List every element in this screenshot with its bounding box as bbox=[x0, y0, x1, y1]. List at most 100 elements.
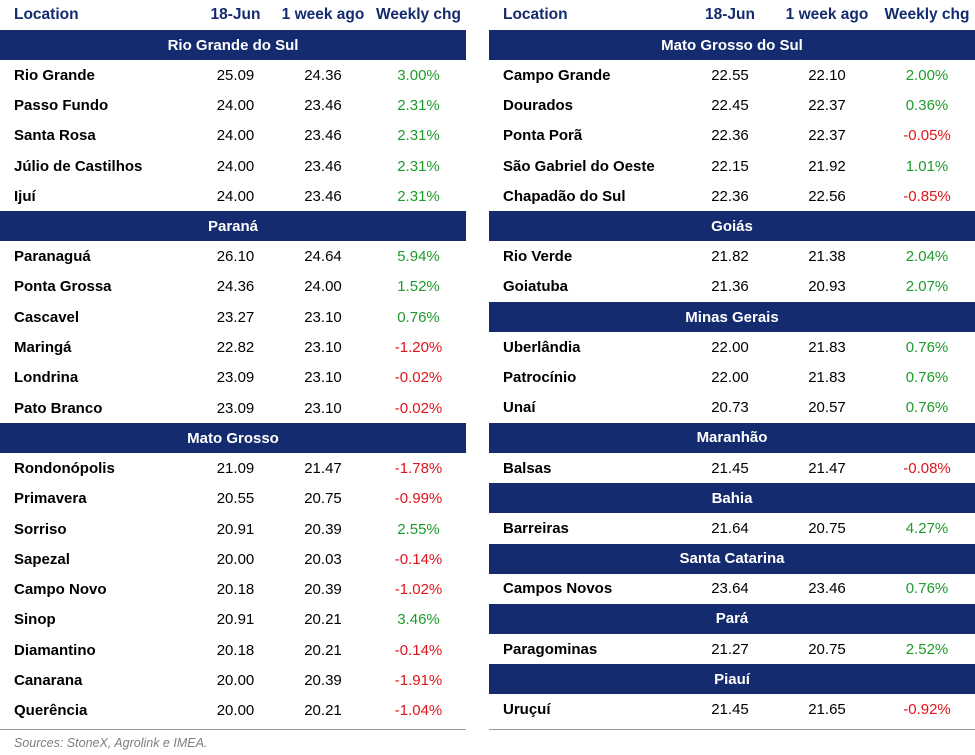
prior-price-cell: 20.39 bbox=[304, 671, 342, 689]
table-row: Sapezal 20.00 20.03 -0.14% bbox=[0, 544, 466, 574]
table-row: Ponta Porã 22.36 22.37 -0.05% bbox=[489, 121, 975, 151]
current-price-cell: 20.73 bbox=[711, 399, 749, 417]
prior-price-cell: 23.46 bbox=[304, 187, 342, 205]
table-row: Passo Fundo 24.00 23.46 2.31% bbox=[0, 90, 466, 120]
weekly-change-cell: -1.04% bbox=[394, 702, 443, 720]
location-cell: Ponta Grossa bbox=[14, 278, 112, 296]
table-row: Dourados 22.45 22.37 0.36% bbox=[489, 90, 975, 120]
prior-price-cell: 20.75 bbox=[808, 519, 846, 537]
current-price-cell: 22.45 bbox=[711, 96, 749, 114]
current-price-cell: 21.82 bbox=[711, 248, 749, 266]
weekly-change-cell: -0.92% bbox=[903, 700, 951, 718]
prior-price-cell: 21.38 bbox=[808, 248, 846, 266]
prior-price-cell: 20.21 bbox=[304, 702, 342, 720]
location-cell: Campo Grande bbox=[503, 66, 611, 84]
current-price-cell: 22.36 bbox=[711, 187, 749, 205]
prior-price-cell: 24.00 bbox=[304, 278, 342, 296]
weekly-change-cell: 2.52% bbox=[905, 640, 949, 658]
current-price-cell: 22.36 bbox=[711, 127, 749, 145]
weekly-change-cell: 2.00% bbox=[905, 66, 949, 84]
location-cell: Londrina bbox=[14, 369, 79, 387]
weekly-change-cell: 0.76% bbox=[905, 369, 949, 387]
header-current-date: 18-Jun bbox=[210, 6, 261, 23]
current-price-cell: 22.15 bbox=[711, 157, 749, 175]
table-row: Ijuí 24.00 23.46 2.31% bbox=[0, 181, 466, 211]
current-price-cell: 24.36 bbox=[216, 278, 255, 296]
table-row: Campos Novos 23.64 23.46 0.76% bbox=[489, 574, 975, 604]
location-cell: Balsas bbox=[503, 459, 552, 477]
header-weekly-change: Weekly chg bbox=[884, 6, 970, 23]
location-cell: Paranaguá bbox=[14, 248, 91, 266]
table-row: Uruçuí 21.45 21.65 -0.92% bbox=[489, 694, 975, 724]
header-one-week-ago: 1 week ago bbox=[785, 6, 869, 23]
prior-price-cell: 21.65 bbox=[808, 700, 846, 718]
table-row: Rondonópolis 21.09 21.47 -1.78% bbox=[0, 453, 466, 483]
prior-price-cell: 22.37 bbox=[808, 96, 846, 114]
prior-price-cell: 21.47 bbox=[808, 459, 846, 477]
weekly-change-cell: 2.31% bbox=[397, 157, 440, 175]
location-cell: Goiatuba bbox=[503, 278, 569, 296]
prior-price-cell: 23.10 bbox=[304, 369, 342, 387]
left-header-row: Location 18-Jun 1 week ago Weekly chg bbox=[0, 0, 466, 30]
weekly-change-cell: 2.31% bbox=[397, 187, 440, 205]
weekly-change-cell: -0.02% bbox=[394, 369, 443, 387]
table-row: Pato Branco 23.09 23.10 -0.02% bbox=[0, 393, 466, 423]
location-cell: Sorriso bbox=[14, 520, 67, 538]
location-cell: Patrocínio bbox=[503, 369, 577, 387]
prior-price-cell: 22.56 bbox=[808, 187, 846, 205]
current-price-cell: 24.00 bbox=[216, 157, 255, 175]
table-row: Barreiras 21.64 20.75 4.27% bbox=[489, 513, 975, 543]
left-table-body: Rio Grande do Sul Rio Grande 25.09 24.36 3.0… bbox=[0, 30, 466, 726]
weekly-change-cell: -0.02% bbox=[394, 399, 443, 417]
right-header-row: Location 18-Jun 1 week ago Weekly chg bbox=[489, 0, 975, 30]
current-price-cell: 22.00 bbox=[711, 369, 749, 387]
table-row: Ponta Grossa 24.36 24.00 1.52% bbox=[0, 272, 466, 302]
current-price-cell: 21.36 bbox=[711, 278, 749, 296]
prior-price-cell: 23.46 bbox=[304, 157, 342, 175]
location-cell: Barreiras bbox=[503, 519, 569, 537]
prior-price-cell: 23.46 bbox=[304, 96, 342, 114]
current-price-cell: 22.00 bbox=[711, 338, 749, 356]
current-price-cell: 24.00 bbox=[216, 127, 255, 145]
weekly-change-cell: -1.20% bbox=[394, 339, 443, 357]
left-price-table: Location 18-Jun 1 week ago Weekly chg Ri… bbox=[0, 0, 466, 726]
weekly-change-cell: -0.14% bbox=[394, 641, 443, 659]
right-bottom-rule bbox=[489, 729, 975, 730]
current-price-cell: 23.09 bbox=[216, 369, 255, 387]
current-price-cell: 20.55 bbox=[216, 490, 255, 508]
location-cell: Campo Novo bbox=[14, 581, 107, 599]
prior-price-cell: 21.47 bbox=[304, 459, 342, 477]
prior-price-cell: 23.10 bbox=[304, 399, 342, 417]
location-cell: Canarana bbox=[14, 671, 83, 689]
prior-price-cell: 20.39 bbox=[304, 581, 342, 599]
region-header: Maranhão bbox=[489, 422, 975, 453]
location-cell: Santa Rosa bbox=[14, 127, 96, 145]
header-one-week-ago: 1 week ago bbox=[281, 6, 365, 23]
table-row: Diamantino 20.18 20.21 -0.14% bbox=[0, 635, 466, 665]
current-price-cell: 21.45 bbox=[711, 459, 749, 477]
prior-price-cell: 23.46 bbox=[304, 127, 342, 145]
table-row: Paragominas 21.27 20.75 2.52% bbox=[489, 634, 975, 664]
weekly-change-cell: -1.78% bbox=[394, 459, 443, 477]
prior-price-cell: 23.10 bbox=[304, 339, 342, 357]
header-current-date: 18-Jun bbox=[705, 6, 755, 23]
prior-price-cell: 22.37 bbox=[808, 127, 846, 145]
weekly-change-cell: 2.55% bbox=[397, 520, 440, 538]
current-price-cell: 21.64 bbox=[711, 519, 749, 537]
prior-price-cell: 23.46 bbox=[808, 580, 846, 598]
table-row: Campo Grande 22.55 22.10 2.00% bbox=[489, 60, 975, 90]
location-cell: Rio Verde bbox=[503, 248, 573, 266]
location-cell: Primavera bbox=[14, 490, 87, 508]
table-row: Sorriso 20.91 20.39 2.55% bbox=[0, 514, 466, 544]
weekly-change-cell: -0.05% bbox=[903, 127, 951, 145]
weekly-change-cell: 0.76% bbox=[905, 399, 949, 417]
prior-price-cell: 22.10 bbox=[808, 66, 846, 84]
prior-price-cell: 20.75 bbox=[808, 640, 846, 658]
prior-price-cell: 21.92 bbox=[808, 157, 846, 175]
region-header: Piauí bbox=[489, 664, 975, 695]
prior-price-cell: 20.75 bbox=[304, 490, 342, 508]
prior-price-cell: 20.03 bbox=[304, 550, 342, 568]
table-row: Rio Verde 21.82 21.38 2.04% bbox=[489, 241, 975, 271]
table-row: Chapadão do Sul 22.36 22.56 -0.85% bbox=[489, 181, 975, 211]
left-bottom-rule bbox=[0, 729, 466, 730]
